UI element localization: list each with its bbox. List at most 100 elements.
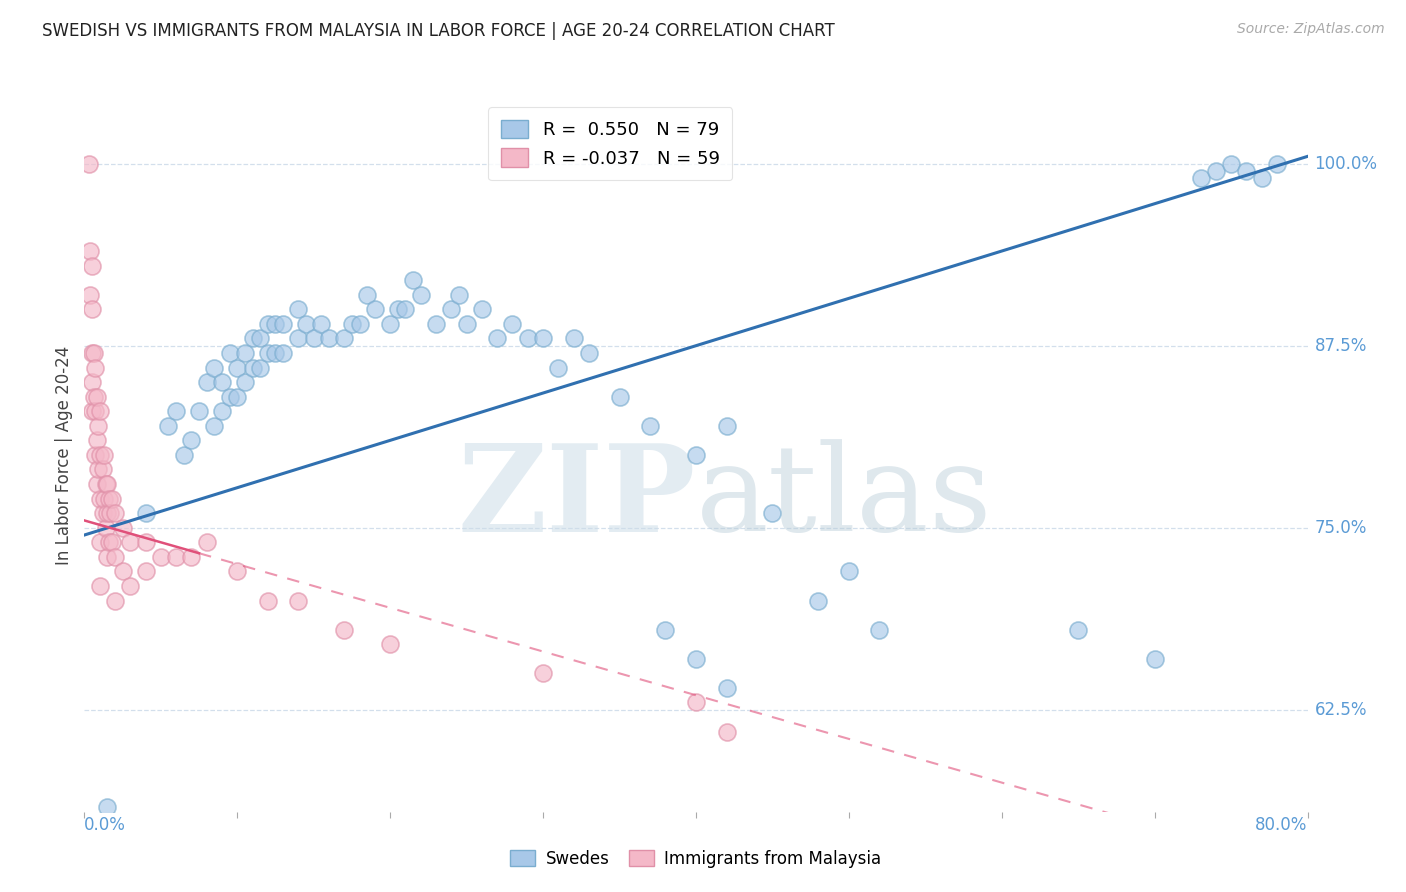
Point	[257, 593, 280, 607]
Point	[302, 331, 325, 345]
Point	[1189, 171, 1212, 186]
Point	[86, 434, 108, 448]
Point	[271, 317, 294, 331]
Point	[287, 593, 309, 607]
Point	[195, 375, 218, 389]
Point	[96, 477, 118, 491]
Point	[685, 696, 707, 710]
Point	[233, 375, 256, 389]
Point	[87, 418, 110, 433]
Point	[685, 652, 707, 666]
Point	[77, 156, 100, 170]
Point	[257, 346, 280, 360]
Text: 62.5%: 62.5%	[1315, 701, 1367, 719]
Point	[562, 331, 585, 345]
Point	[80, 346, 103, 360]
Text: Source: ZipAtlas.com: Source: ZipAtlas.com	[1237, 22, 1385, 37]
Point	[356, 287, 378, 301]
Point	[249, 331, 271, 345]
Point	[638, 418, 661, 433]
Point	[447, 287, 470, 301]
Point	[380, 317, 402, 331]
Point	[380, 637, 402, 651]
Point	[1143, 652, 1166, 666]
Point	[157, 418, 180, 433]
Point	[685, 448, 707, 462]
Point	[1327, 171, 1350, 186]
Point	[1220, 156, 1243, 170]
Point	[531, 666, 554, 681]
Point	[394, 302, 416, 317]
Text: 75.0%: 75.0%	[1315, 519, 1367, 537]
Point	[716, 724, 738, 739]
Point	[264, 346, 287, 360]
Point	[654, 623, 676, 637]
Point	[104, 549, 127, 564]
Point	[80, 302, 103, 317]
Point	[349, 317, 371, 331]
Point	[1265, 156, 1288, 170]
Point	[89, 448, 111, 462]
Point	[387, 302, 409, 317]
Point	[91, 506, 114, 520]
Point	[1205, 164, 1227, 178]
Point	[96, 506, 118, 520]
Point	[149, 549, 172, 564]
Point	[233, 346, 256, 360]
Point	[94, 477, 117, 491]
Point	[80, 259, 103, 273]
Point	[104, 593, 127, 607]
Point	[84, 360, 107, 375]
Point	[716, 681, 738, 695]
Point	[486, 331, 509, 345]
Point	[165, 404, 187, 418]
Point	[80, 375, 103, 389]
Point	[425, 317, 447, 331]
Point	[264, 317, 287, 331]
Point	[79, 244, 101, 258]
Point	[180, 549, 202, 564]
Point	[98, 506, 121, 520]
Point	[173, 448, 195, 462]
Point	[333, 623, 356, 637]
Point	[242, 360, 264, 375]
Point	[287, 331, 309, 345]
Legend: Swedes, Immigrants from Malaysia: Swedes, Immigrants from Malaysia	[503, 844, 889, 875]
Point	[83, 346, 105, 360]
Point	[87, 462, 110, 476]
Point	[165, 549, 187, 564]
Point	[716, 418, 738, 433]
Point	[531, 331, 554, 345]
Point	[271, 346, 294, 360]
Text: SWEDISH VS IMMIGRANTS FROM MALAYSIA IN LABOR FORCE | AGE 20-24 CORRELATION CHART: SWEDISH VS IMMIGRANTS FROM MALAYSIA IN L…	[42, 22, 835, 40]
Point	[120, 579, 142, 593]
Point	[402, 273, 425, 287]
Point	[135, 535, 157, 549]
Point	[195, 535, 218, 549]
Point	[202, 360, 225, 375]
Text: 87.5%: 87.5%	[1315, 336, 1367, 355]
Text: 100.0%: 100.0%	[1315, 154, 1378, 173]
Point	[104, 506, 127, 520]
Point	[211, 375, 233, 389]
Point	[869, 623, 891, 637]
Point	[456, 317, 478, 331]
Point	[89, 491, 111, 506]
Point	[211, 404, 233, 418]
Y-axis label: In Labor Force | Age 20-24: In Labor Force | Age 20-24	[55, 345, 73, 565]
Point	[1358, 164, 1381, 178]
Text: 0.0%: 0.0%	[84, 816, 127, 834]
Point	[257, 317, 280, 331]
Point	[226, 565, 249, 579]
Point	[807, 593, 830, 607]
Point	[311, 317, 333, 331]
Point	[242, 331, 264, 345]
Point	[609, 390, 631, 404]
Point	[202, 418, 225, 433]
Point	[101, 491, 124, 506]
Point	[1327, 178, 1350, 193]
Point	[96, 549, 118, 564]
Point	[93, 448, 115, 462]
Point	[471, 302, 494, 317]
Point	[94, 521, 117, 535]
